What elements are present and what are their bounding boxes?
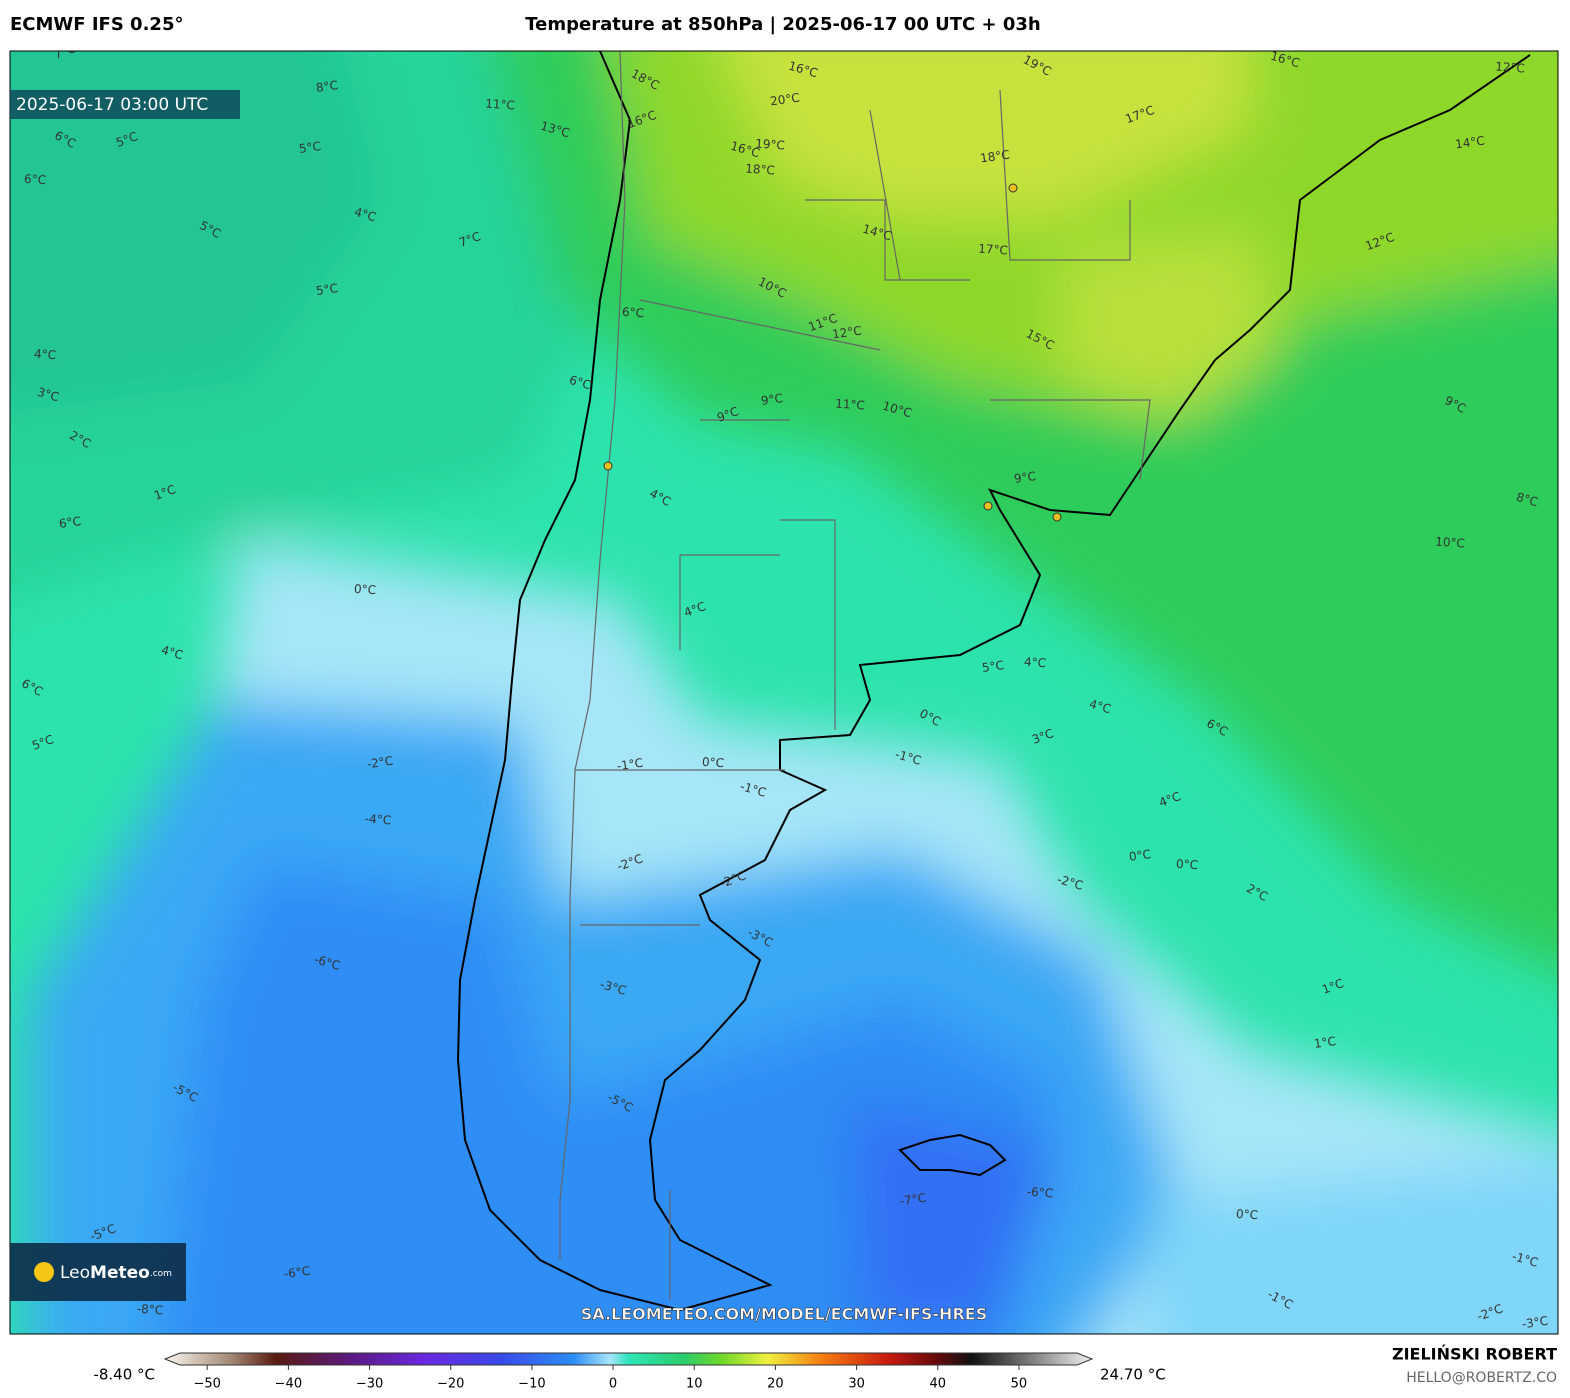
contour-label: 0°C xyxy=(1128,847,1152,864)
max-value: 24.70 °C xyxy=(1100,1366,1166,1384)
contour-label: 0°C xyxy=(1236,1207,1259,1223)
contour-label: 4°C xyxy=(353,205,378,225)
contour-label: 18°C xyxy=(745,161,776,177)
contour-label: 0°C xyxy=(702,755,725,771)
colorbar-tick-label: 50 xyxy=(1011,1377,1028,1392)
contour-label: 20°C xyxy=(769,91,800,109)
city-marker xyxy=(1052,512,1062,522)
contour-label: 0°C xyxy=(1176,857,1199,873)
coastline xyxy=(456,51,1531,1312)
city-marker xyxy=(1008,183,1018,193)
contour-label: 5°C xyxy=(298,139,322,156)
contour-label: 10°C xyxy=(1435,534,1466,550)
contour-label: -2°C xyxy=(1056,872,1085,893)
contour-label: -6°C xyxy=(1026,1185,1053,1201)
city-marker xyxy=(983,501,993,511)
min-value: -8.40 °C xyxy=(93,1366,155,1384)
email: HELLO@ROBERTZ.CO xyxy=(1406,1370,1557,1386)
logo-part: .com xyxy=(150,1269,172,1279)
contour-label: 4°C xyxy=(34,347,57,363)
contour-label: -1°C xyxy=(1511,1249,1540,1270)
logo-sun xyxy=(34,1262,54,1282)
colorbar-tick-label: −10 xyxy=(518,1377,545,1392)
borders xyxy=(559,51,1151,1300)
logo: LeoMeteo.com xyxy=(60,1263,172,1283)
colorbar-tick-label: 0 xyxy=(609,1377,617,1392)
contour-label: -6°C xyxy=(283,1264,311,1282)
contour-label: -1°C xyxy=(739,779,768,800)
contour-label: 1°C xyxy=(1313,1034,1337,1051)
contour-label: 19°C xyxy=(755,136,786,152)
contour-label: 5°C xyxy=(315,281,339,298)
contour-label: 9°C xyxy=(1013,469,1037,486)
contour-label: 8°C xyxy=(1515,490,1540,510)
contour-label: 8°C xyxy=(315,78,339,95)
contour-label: 11°C xyxy=(485,96,516,112)
model-name: ECMWF IFS 0.25° xyxy=(10,14,183,35)
contour-label: 12°C xyxy=(1495,59,1526,75)
contour-label: 5°C xyxy=(981,658,1005,675)
contour-label: 7°C xyxy=(52,41,77,62)
author: ZIELIŃSKI ROBERT xyxy=(1392,1345,1557,1364)
valid-time: 2025-06-17 03:00 UTC xyxy=(16,95,208,115)
contour-label: 3°C xyxy=(36,385,61,405)
contour-label: 12°C xyxy=(831,324,862,342)
contour-label: 18°C xyxy=(979,148,1010,166)
colorbar: −50 −40 −30 −20 −10 0 10 20 30 40 50 xyxy=(163,1352,1094,1392)
colorbar-bar xyxy=(163,1352,1094,1366)
contour-label: 4°C xyxy=(1024,655,1047,671)
colorbar-tick-label: 40 xyxy=(929,1377,946,1392)
contour-label: -1°C xyxy=(894,747,923,768)
contour-label: 14°C xyxy=(1454,134,1485,152)
falklands xyxy=(898,1133,1007,1177)
contour-label: 6°C xyxy=(24,172,47,188)
contour-label: 9°C xyxy=(760,391,784,408)
contour-label: 17°C xyxy=(978,241,1009,257)
contour-label: 6°C xyxy=(568,373,593,393)
colorbar-tick-label: 10 xyxy=(686,1377,703,1392)
colorbar-tick-label: −40 xyxy=(275,1377,302,1392)
contour-label: 4°C xyxy=(1088,697,1113,717)
contour-label: -3°C xyxy=(1521,1314,1549,1332)
watermark: SA.LEOMETEO.COM/MODEL/ECMWF-IFS-HRES xyxy=(581,1305,987,1324)
map-frame xyxy=(9,50,1559,1335)
colorbar-tick-label: −50 xyxy=(193,1377,220,1392)
contour-label: 4°C xyxy=(160,643,185,663)
colorbar-tick-label: 30 xyxy=(848,1377,865,1392)
logo-part: Meteo xyxy=(90,1263,150,1283)
contour-label: -8°C xyxy=(136,1302,163,1318)
colorbar-tick-label: −20 xyxy=(437,1377,464,1392)
map-title: Temperature at 850hPa | 2025-06-17 00 UT… xyxy=(525,14,1040,35)
city-marker xyxy=(603,461,613,471)
contour-label: -2°C xyxy=(366,754,394,772)
contour-label: -4°C xyxy=(364,812,391,828)
contour-label: -6°C xyxy=(313,952,342,973)
colorbar-tick-label: −30 xyxy=(356,1377,383,1392)
time-box xyxy=(10,90,240,119)
contour-label: 11°C xyxy=(835,396,866,412)
contour-label: 6°C xyxy=(58,514,82,531)
contour-label: -7°C xyxy=(899,1191,927,1209)
logo-part: Leo xyxy=(60,1263,90,1283)
contour-label: -3°C xyxy=(599,977,628,998)
colorbar-tick-label: 20 xyxy=(767,1377,784,1392)
contour-label: 6°C xyxy=(622,305,645,321)
contour-label: 0°C xyxy=(354,582,377,598)
contour-label: -1°C xyxy=(616,756,644,774)
